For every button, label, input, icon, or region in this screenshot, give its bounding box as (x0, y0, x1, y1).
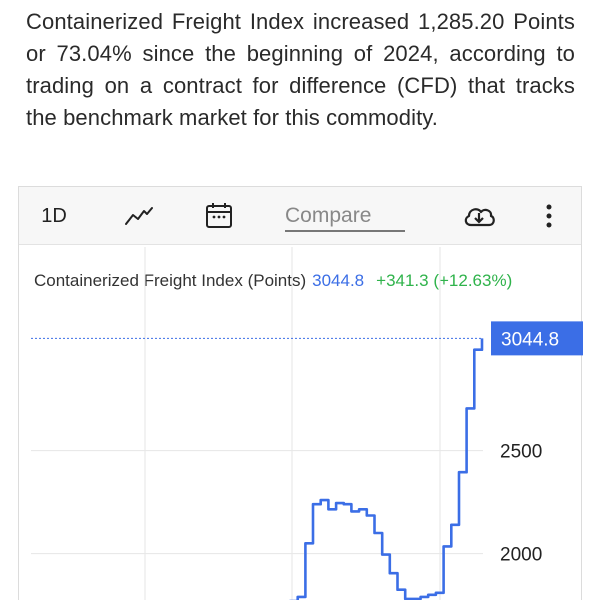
chart-widget: 1D Compare (18, 186, 583, 600)
last-value-tag (491, 321, 583, 356)
y-tick-label: 2500 (500, 442, 542, 463)
more-vertical-icon[interactable] (537, 187, 561, 245)
compare-input[interactable]: Compare (285, 202, 405, 232)
legend-series-name: Containerized Freight Index (Points) (34, 271, 307, 290)
cloud-download-icon[interactable] (459, 187, 499, 245)
price-chart: 2000 2500 3044.8 (31, 247, 583, 600)
series-line (289, 338, 484, 600)
chart-toolbar: 1D Compare (19, 187, 581, 245)
article-paragraph: Containerized Freight Index increased 1,… (26, 9, 575, 130)
legend-value: 3044.8 (312, 271, 365, 290)
legend-change: +341.3 (+12.63%) (376, 271, 513, 290)
calendar-icon[interactable] (201, 187, 237, 245)
chart-legend: Containerized Freight Index (Points) 3044… (34, 271, 512, 291)
last-value-label: 3044.8 (501, 329, 559, 350)
interval-button[interactable]: 1D (41, 204, 67, 227)
line-chart-icon[interactable] (119, 187, 159, 245)
y-tick-label: 2000 (500, 545, 542, 566)
